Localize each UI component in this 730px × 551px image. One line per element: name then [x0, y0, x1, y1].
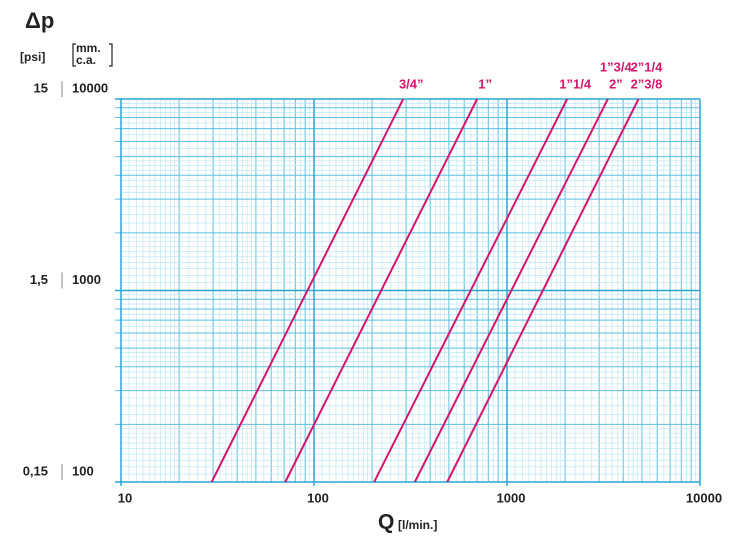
y-unit-left: [psi] — [20, 50, 45, 64]
x-tick-label: 1000 — [497, 490, 526, 505]
legend-label: 1” — [478, 76, 492, 91]
legend-label: 2”3/8 — [631, 76, 663, 91]
x-tick-label: 10000 — [686, 490, 722, 505]
bracket — [72, 43, 113, 67]
y2-tick-label: 15 — [34, 80, 48, 95]
x-tick-label: 100 — [307, 490, 329, 505]
chart-title: Δp — [25, 8, 54, 33]
legend-label: 1”1/4 — [559, 76, 592, 91]
y-unit-right: mm. — [76, 41, 101, 55]
y-tick-label: 100 — [72, 463, 94, 478]
curve — [284, 98, 478, 483]
legend-label: 3/4” — [399, 76, 424, 91]
legend-label: 1”3/4 — [600, 59, 633, 74]
curve — [446, 98, 640, 483]
x-axis-unit: [l/min.] — [398, 518, 437, 532]
curve — [373, 98, 569, 483]
y2-tick-label: 0,15 — [23, 463, 48, 478]
y-unit-right: c.a. — [76, 53, 96, 67]
y-tick-label: 1000 — [72, 272, 101, 287]
x-tick-label: 10 — [118, 490, 132, 505]
legend-label: 2” — [609, 76, 623, 91]
x-axis-title: Q — [378, 511, 394, 534]
curve — [413, 98, 609, 483]
curve — [210, 98, 405, 483]
y-tick-label: 10000 — [72, 80, 108, 95]
y2-tick-label: 1,5 — [30, 272, 48, 287]
legend-label: 2”1/4 — [631, 59, 664, 74]
